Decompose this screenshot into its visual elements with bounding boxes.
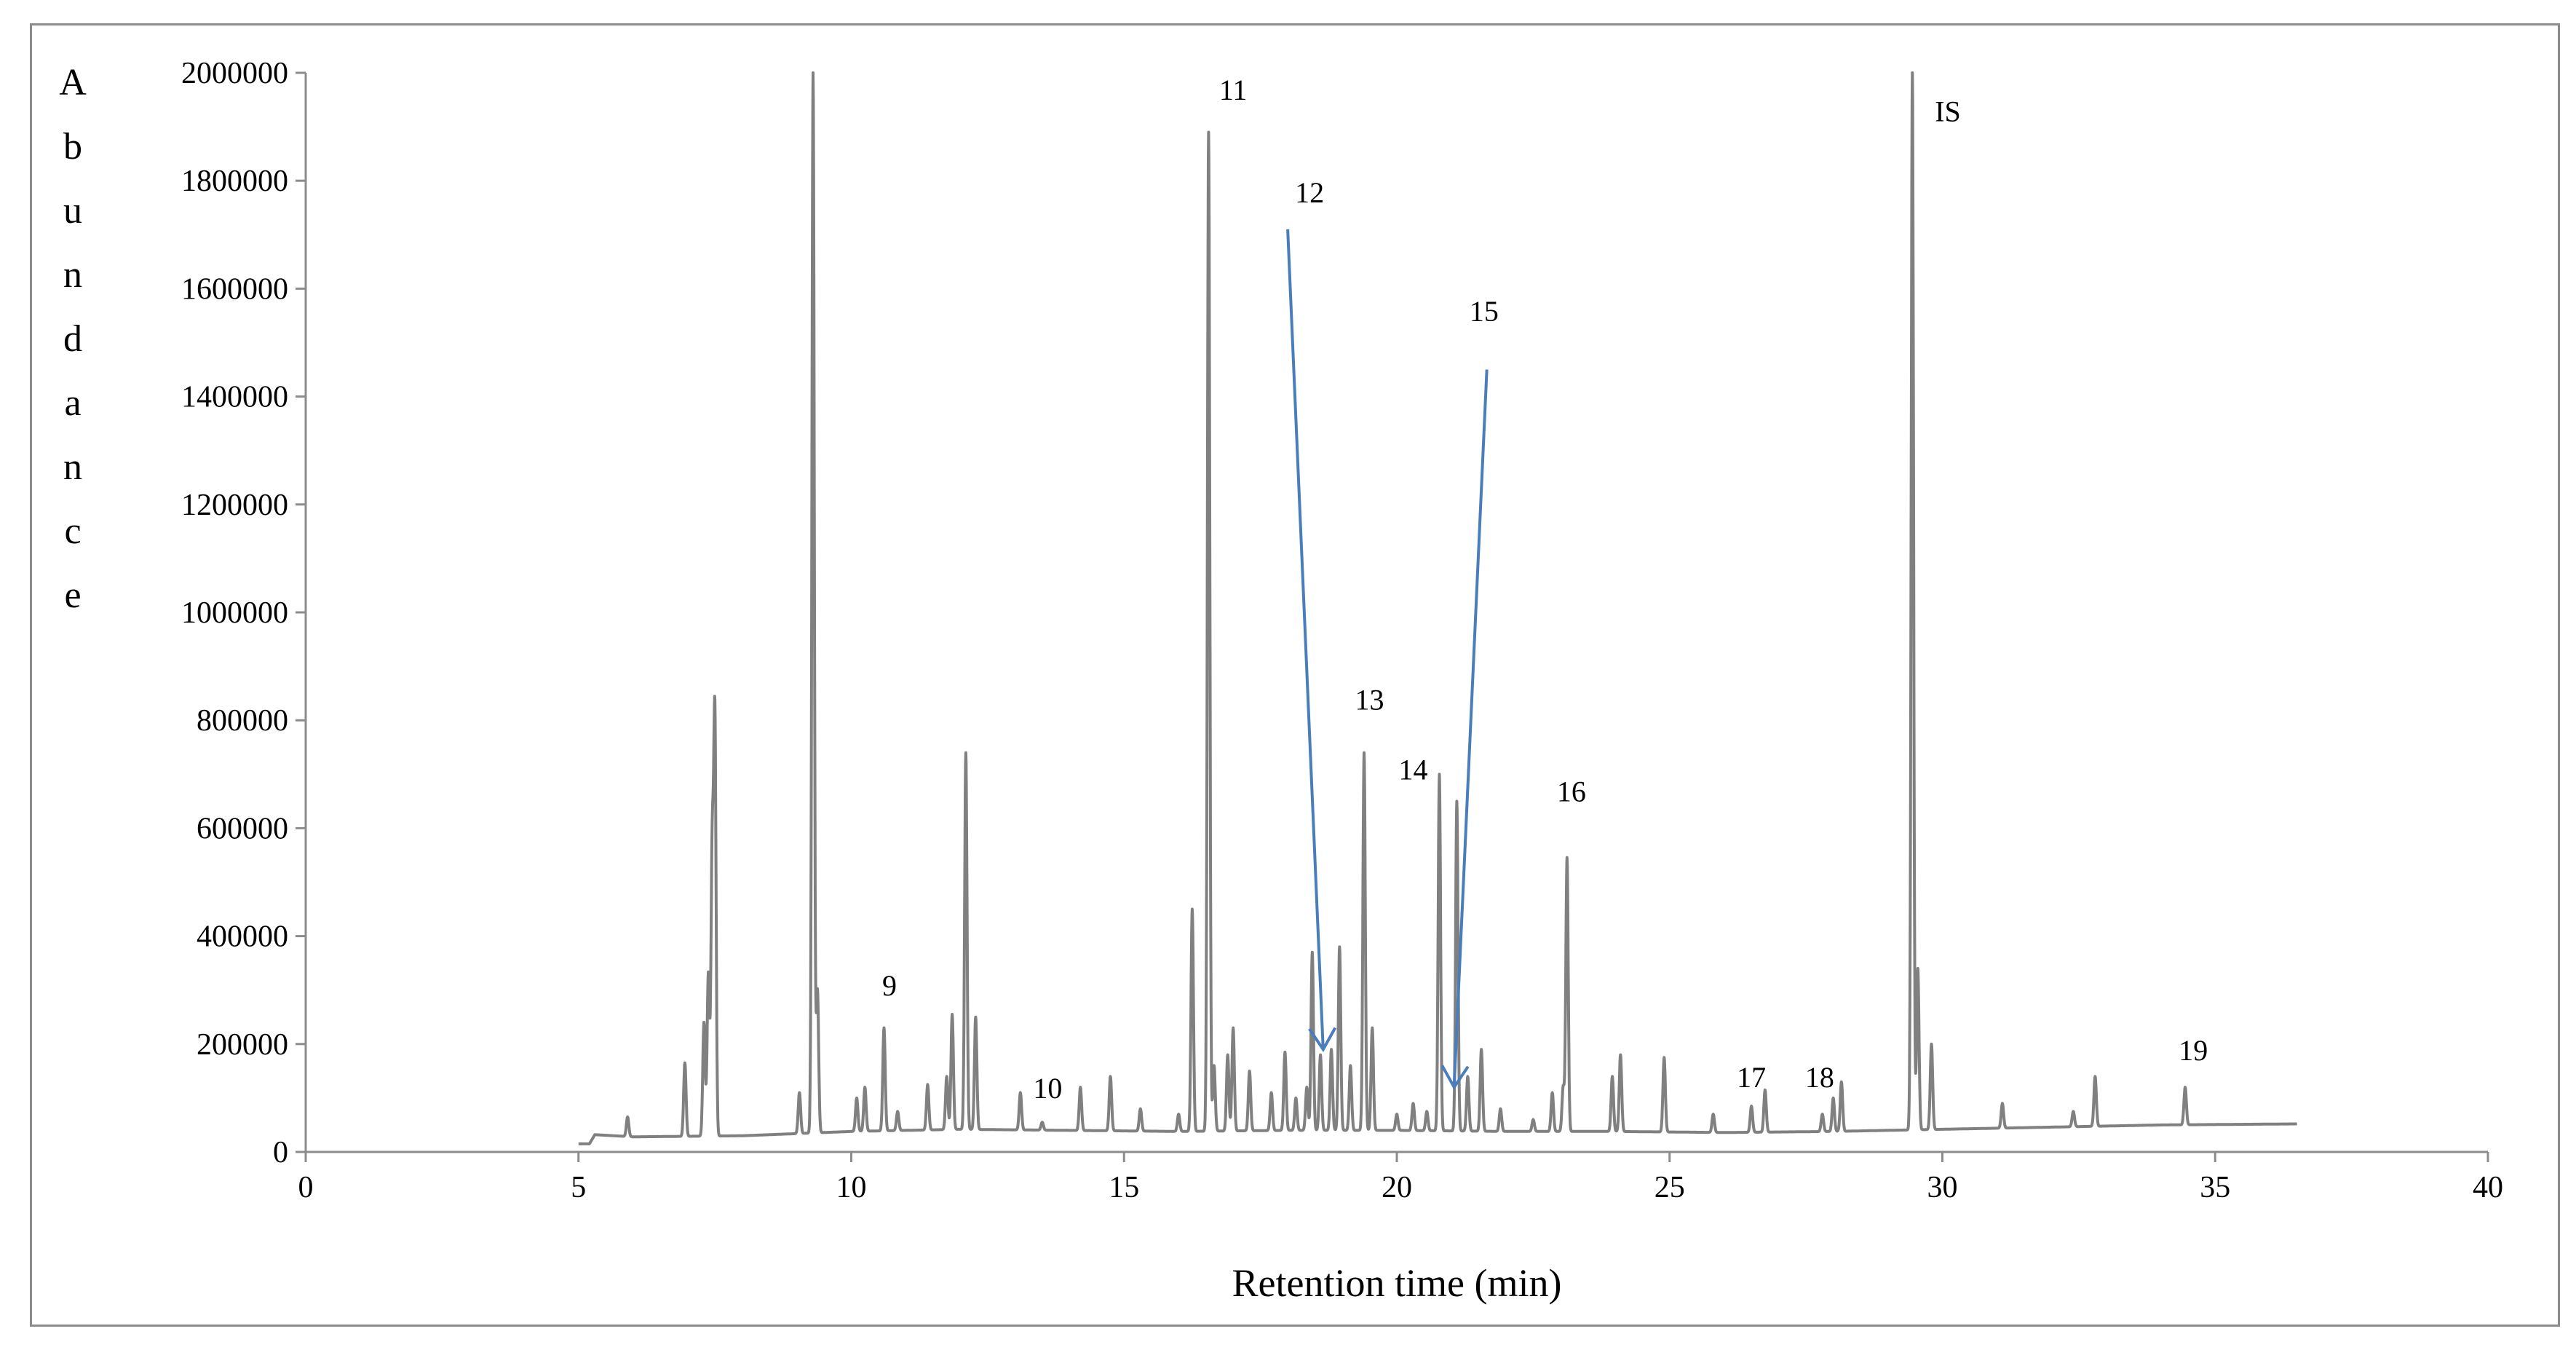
annotation-arrows <box>1286 229 1489 1090</box>
peak-label: IS <box>1935 95 1961 128</box>
y-tick-label: 800000 <box>197 704 288 738</box>
peak-label: 18 <box>1805 1061 1834 1094</box>
y-axis-title-letter: A <box>59 62 87 103</box>
x-axis-title: Retention time (min) <box>1232 1261 1562 1305</box>
y-tick-label: 0 <box>273 1136 288 1169</box>
y-tick-label: 1000000 <box>181 596 288 630</box>
annotation-arrow-line <box>1452 369 1489 1088</box>
y-tick-label: 2000000 <box>181 57 288 90</box>
x-axis-ticks: 0 5 10 15 20 25 30 35 40 <box>298 1152 2503 1204</box>
peak-labels: 9 10 11 12 13 14 15 16 17 18 IS 19 <box>882 74 2208 1105</box>
y-axis-title-letter: b <box>63 126 82 167</box>
annotation-arrow-head <box>1440 1065 1470 1090</box>
peak-label: 15 <box>1470 295 1499 328</box>
x-tick-label: 35 <box>2200 1171 2230 1204</box>
y-tick-label: 1800000 <box>181 165 288 198</box>
y-tick-label: 400000 <box>197 920 288 954</box>
peak-label: 14 <box>1398 754 1427 786</box>
peak-label: 12 <box>1295 176 1324 209</box>
annotation-arrow-head <box>1308 1027 1337 1053</box>
peak-label: 17 <box>1737 1061 1766 1094</box>
x-tick-label: 10 <box>836 1171 867 1204</box>
y-axis-title-letter: n <box>63 446 82 488</box>
y-axis-title-letter: n <box>63 254 82 296</box>
x-tick-label: 0 <box>298 1171 314 1204</box>
y-tick-label: 1200000 <box>181 489 288 522</box>
x-tick-label: 15 <box>1109 1171 1139 1204</box>
y-axis-title-letter: c <box>64 510 81 552</box>
chromatogram-series-line <box>577 71 2299 1145</box>
x-tick-label: 25 <box>1654 1171 1685 1204</box>
y-axis-title-letter: d <box>63 318 82 360</box>
peak-label: 19 <box>2179 1034 2208 1067</box>
x-tick-label: 20 <box>1382 1171 1412 1204</box>
x-tick-label: 40 <box>2473 1171 2503 1204</box>
y-tick-label: 1600000 <box>181 272 288 306</box>
y-tick-label: 600000 <box>197 812 288 845</box>
y-tick-label: 1400000 <box>181 381 288 414</box>
x-tick-label: 30 <box>1927 1171 1958 1204</box>
x-tick-label: 5 <box>571 1171 586 1204</box>
y-tick-label: 200000 <box>197 1028 288 1062</box>
y-axis-ticks: 0 200000 400000 600000 800000 1000000 1200000 1… <box>181 57 306 1169</box>
peak-label: 13 <box>1355 683 1384 716</box>
y-axis-title-letter: a <box>64 382 81 424</box>
peak-label: 11 <box>1219 74 1248 106</box>
y-axis-title-letter: u <box>63 190 82 232</box>
peak-label: 9 <box>882 969 897 1002</box>
peak-label: 16 <box>1557 775 1586 808</box>
y-axis-title-letter: e <box>64 575 81 616</box>
annotation-arrow-line <box>1286 229 1325 1050</box>
peak-label: 10 <box>1033 1072 1062 1105</box>
